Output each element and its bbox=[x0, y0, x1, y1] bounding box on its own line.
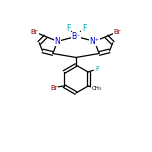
Text: N⁺: N⁺ bbox=[90, 37, 99, 46]
Text: Br: Br bbox=[50, 85, 58, 91]
Text: F: F bbox=[82, 24, 86, 33]
Text: B⁻: B⁻ bbox=[71, 32, 81, 41]
Text: Br: Br bbox=[31, 29, 38, 35]
Text: Br: Br bbox=[114, 29, 121, 35]
Text: CH₃: CH₃ bbox=[91, 86, 102, 91]
Text: F: F bbox=[96, 66, 100, 72]
Text: N: N bbox=[55, 37, 60, 46]
Text: F: F bbox=[66, 24, 70, 33]
